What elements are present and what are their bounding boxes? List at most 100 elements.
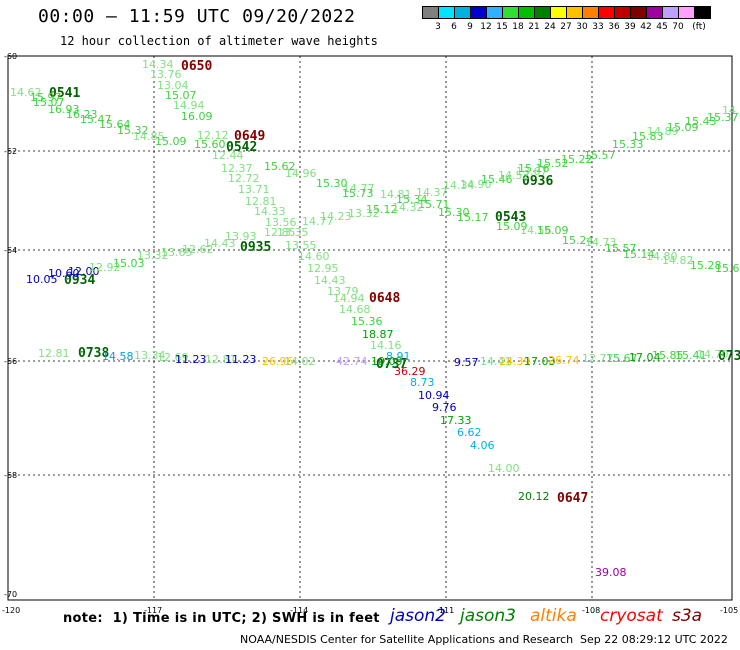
pass-time-label: 0543 [495,210,526,225]
map-subtitle: 12 hour collection of altimeter wave hei… [60,34,378,48]
wave-height-value: 15.28 [690,259,722,272]
wave-height-value: 14.94 [173,99,205,112]
wave-height-value: 8.73 [410,376,435,389]
wave-height-value: 4.06 [470,439,495,452]
wave-height-value: 15.09 [155,135,187,148]
wave-height-value: 12.44 [212,149,244,162]
wave-height-value: 15.22 [561,153,593,166]
wave-height-value: 15.67 [606,352,638,365]
wave-height-value: 14.16 [370,339,402,352]
colorbar-tick-label: 15 [496,22,508,32]
wave-height-value: 9.57 [454,356,479,369]
wave-height-value: 14.90 [460,178,492,191]
wave-height-value: 14.89 [647,125,679,138]
wave-height-value: 12.95 [307,262,339,275]
wave-height-value: 15.07 [165,89,197,102]
wave-height-value: 14.34 [142,58,174,71]
longitude-label: -105 [720,606,738,615]
wave-height-value: 12.81 [245,195,277,208]
colorbar-tick-label: 39 [624,22,636,32]
wave-height-value: 10.60 [48,267,80,280]
wave-height-value: 14.58 [102,350,134,363]
longitude-label: -114 [290,606,308,615]
longitude-label: -117 [144,606,162,615]
wave-height-value: 13.35 [277,226,309,239]
wave-height-value: 16.93 [48,103,80,116]
latitude-label: -70 [4,590,17,599]
colorbar-tick-label: 33 [592,22,604,32]
pass-time-label: 0934 [64,273,95,288]
wave-height-value: 36.29 [394,365,426,378]
wave-height-value: 16.23 [66,108,98,121]
wave-height-value: 16.09 [181,110,213,123]
wave-height-value: 15.43 [685,115,717,128]
wave-height-value: 12.69 [157,351,189,364]
wave-height-value: 15.52 [537,157,569,170]
pass-time-label: 0542 [226,140,257,155]
latitude-label: -62 [4,147,17,156]
colorbar-swatch [694,6,711,19]
colorbar-tick-label: 9 [467,22,473,32]
wave-height-value: 14.52 [498,169,530,182]
pass-time-label: 0647 [557,491,588,506]
wave-height-value: 14.85 [133,130,165,143]
latitude-label: -66 [4,357,17,366]
wave-height-value: 14.60 [298,250,330,263]
wave-height-value: 15.60 [194,138,226,151]
pass-time-label: 0737 [376,357,407,372]
wave-height-value: 14.80 [646,250,678,263]
wave-height-value: 14.77 [343,182,375,195]
wave-height-value: 15.32 [117,124,149,137]
wave-height-value: 11.23 [225,353,257,366]
colorbar-tick-label: 24 [544,22,556,32]
colorbar-tick-label: 3 [435,22,441,32]
wave-height-value: 8.91 [386,350,411,363]
colorbar-tick-label: 36 [608,22,620,32]
wave-height-value: 14.32 [392,201,424,214]
pass-time-label: 0739 [718,349,740,364]
wave-height-value: 12.81 [205,353,237,366]
wave-height-value: 9.76 [432,401,457,414]
wave-height-value: 14.41 [480,355,512,368]
wave-height-value: 17.33 [440,414,472,427]
colorbar [422,6,711,19]
wave-height-value: 14.56 [520,224,552,237]
wave-height-value: 10.94 [418,389,450,402]
colorbar-tick-label: 70 [672,22,684,32]
wave-height-value: 14.81 [380,188,412,201]
wave-height-value: 20.12 [518,490,550,503]
wave-height-value: 19.09 [371,355,403,368]
wave-height-value: 26.96 [262,355,294,368]
wave-height-value: 12.72 [228,172,260,185]
wave-height-value: 14.00 [488,462,520,475]
wave-height-value: 42.74 [336,355,368,368]
pass-time-label: 0541 [49,86,80,101]
map-frame [7,55,733,601]
wave-height-value: 15.36 [351,315,383,328]
wave-height-value: 13.79 [327,285,359,298]
wave-height-value: 15.47 [80,113,112,126]
colorbar-tick-label: 42 [640,22,652,32]
legend-altika: altika [530,606,577,626]
colorbar-tick-label: 21 [528,22,540,32]
wave-height-value: 14.96 [285,167,317,180]
wave-height-value: 12.92 [89,261,121,274]
wave-height-value: 12.81 [38,347,70,360]
map-title: 00:00 – 11:59 UTC 09/20/2022 [38,6,356,27]
wave-height-value: 15.30 [438,206,470,219]
wave-height-value: 15.85 [652,349,684,362]
wave-height-value: 12.62 [182,243,214,256]
wave-height-value: 13.55 [285,239,317,252]
longitude-label: -111 [436,606,454,615]
wave-height-value: 14.43 [204,237,236,250]
wave-height-value: 15.57 [605,242,637,255]
colorbar-unit: (ft) [692,22,706,32]
wave-height-value: 14.70 [697,348,729,361]
wave-height-value: 14.62 [10,86,42,99]
wave-height-value: 14.02 [284,355,316,368]
colorbar-tick-label: 45 [656,22,668,32]
longitude-label: -120 [2,606,20,615]
wave-height-value: 15.14 [623,248,655,261]
wave-height-value: 13.67 [516,165,548,178]
